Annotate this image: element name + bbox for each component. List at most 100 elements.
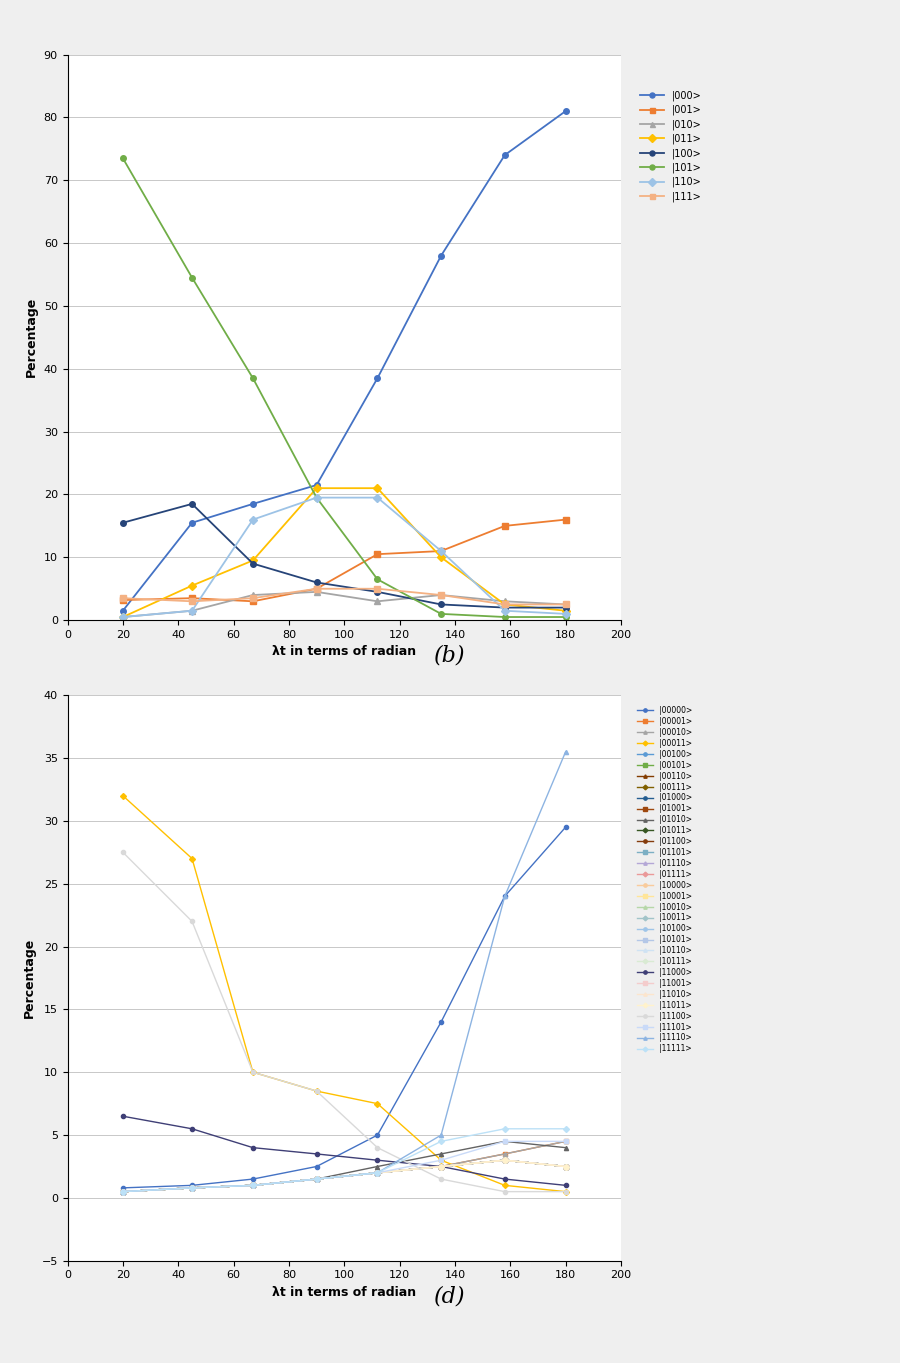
|011> (248, 552, 258, 568)
|10010> (248, 1178, 258, 1194)
|01110> (436, 1159, 446, 1175)
|01011> (117, 1183, 128, 1199)
|10000> (311, 1171, 322, 1187)
|000> (372, 369, 382, 386)
|11001> (560, 1159, 572, 1175)
|11100> (500, 1183, 510, 1199)
|10100> (372, 1164, 382, 1180)
|010> (248, 587, 258, 604)
|01001> (186, 1180, 197, 1197)
|00011> (311, 1082, 322, 1099)
|11001> (248, 1178, 258, 1194)
|00101> (560, 1159, 572, 1175)
|11101> (117, 1183, 128, 1199)
|10011> (117, 1183, 128, 1199)
|01010> (311, 1171, 322, 1187)
|10101> (117, 1183, 128, 1199)
Line: |00001>: |00001> (121, 1139, 568, 1194)
|010> (500, 593, 510, 609)
|10100> (311, 1171, 322, 1187)
|00110> (372, 1164, 382, 1180)
Line: |01111>: |01111> (121, 1159, 568, 1194)
|11011> (560, 1159, 572, 1175)
|01100> (248, 1178, 258, 1194)
|01101> (436, 1159, 446, 1175)
Line: |11010>: |11010> (121, 1159, 568, 1194)
Legend: |00000>, |00001>, |00010>, |00011>, |00100>, |00101>, |00110>, |00111>, |01000>,: |00000>, |00001>, |00010>, |00011>, |001… (636, 705, 694, 1055)
|01011> (372, 1164, 382, 1180)
|10001> (311, 1171, 322, 1187)
|00001> (372, 1164, 382, 1180)
|01010> (560, 1139, 572, 1156)
|100> (186, 496, 197, 512)
|101> (248, 369, 258, 386)
|11100> (436, 1171, 446, 1187)
Line: |00100>: |00100> (121, 1159, 568, 1194)
|100> (436, 596, 446, 612)
|111> (436, 587, 446, 604)
|010> (186, 602, 197, 619)
|11000> (311, 1146, 322, 1163)
|10110> (372, 1164, 382, 1180)
|11010> (436, 1159, 446, 1175)
|11010> (248, 1178, 258, 1194)
|10011> (186, 1180, 197, 1197)
|10001> (372, 1164, 382, 1180)
X-axis label: λt in terms of radian: λt in terms of radian (272, 1287, 417, 1299)
|00110> (560, 1159, 572, 1175)
|01110> (372, 1164, 382, 1180)
|01100> (186, 1180, 197, 1197)
|10100> (186, 1180, 197, 1197)
|010> (117, 609, 128, 626)
|00111> (436, 1159, 446, 1175)
|10001> (248, 1178, 258, 1194)
|11001> (186, 1180, 197, 1197)
|01011> (311, 1171, 322, 1187)
|00011> (248, 1065, 258, 1081)
Line: |01000>: |01000> (121, 1159, 568, 1194)
Line: |00110>: |00110> (121, 1159, 568, 1194)
|111> (372, 581, 382, 597)
|11101> (248, 1178, 258, 1194)
|10100> (117, 1183, 128, 1199)
|10000> (560, 1159, 572, 1175)
Line: |11110>: |11110> (121, 750, 568, 1194)
Line: |11011>: |11011> (121, 1159, 568, 1194)
|01110> (500, 1152, 510, 1168)
|001> (117, 592, 128, 608)
|00011> (500, 1178, 510, 1194)
|110> (436, 542, 446, 559)
|01110> (311, 1171, 322, 1187)
|11010> (311, 1171, 322, 1187)
X-axis label: λt in terms of radian: λt in terms of radian (272, 646, 417, 658)
|11000> (436, 1159, 446, 1175)
|01000> (117, 1183, 128, 1199)
|000> (560, 102, 572, 119)
|11101> (311, 1171, 322, 1187)
|000> (248, 496, 258, 512)
Line: |00101>: |00101> (121, 1159, 568, 1194)
|10110> (436, 1159, 446, 1175)
|01000> (248, 1178, 258, 1194)
|01101> (500, 1152, 510, 1168)
|011> (500, 596, 510, 612)
|100> (248, 556, 258, 572)
|01101> (117, 1183, 128, 1199)
|00000> (117, 1180, 128, 1197)
|01000> (372, 1164, 382, 1180)
|11000> (186, 1120, 197, 1137)
|00010> (186, 1180, 197, 1197)
|100> (500, 600, 510, 616)
|10101> (372, 1164, 382, 1180)
|11000> (248, 1139, 258, 1156)
|001> (248, 593, 258, 609)
Line: |010>: |010> (120, 589, 569, 620)
|00100> (560, 1159, 572, 1175)
|00110> (186, 1180, 197, 1197)
|00100> (436, 1159, 446, 1175)
|00011> (117, 788, 128, 804)
|00011> (560, 1183, 572, 1199)
|00110> (311, 1171, 322, 1187)
|11100> (311, 1082, 322, 1099)
|01100> (500, 1152, 510, 1168)
